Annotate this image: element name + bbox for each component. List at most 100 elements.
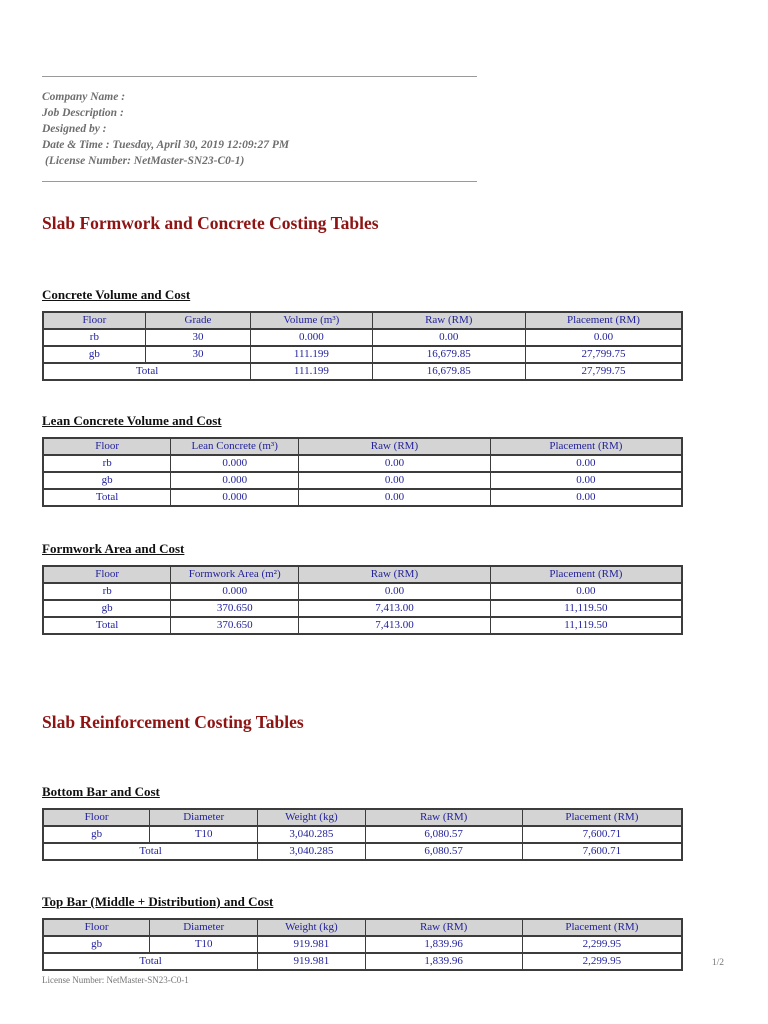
section-title-formwork-concrete: Slab Formwork and Concrete Costing Table… [42,213,379,233]
column-header: Raw (RM) [371,311,526,330]
total-value: 27,799.75 [524,362,683,381]
table-cell: 30 [144,328,252,347]
bottom-bar-cost-table: Floor Diameter Weight (kg) Raw (RM) Placemen… [42,808,683,861]
total-value: 0.000 [170,488,300,507]
table-cell: 370.650 [170,599,300,618]
table-cell: rb [42,454,172,473]
table-row: gb 30 111.199 16,679.85 27,799.75 [42,345,683,364]
column-header: Placement (RM) [524,311,683,330]
table-heading-concrete-volume: Concrete Volume and Cost [42,287,191,302]
total-row: Total 370.650 7,413.00 11,119.50 [42,616,683,635]
formwork-area-cost-table: Floor Formwork Area (m²) Raw (RM) Placement… [42,565,683,635]
table-cell: gb [42,935,151,954]
table-cell: 7,413.00 [298,599,491,618]
table-cell: 0.000 [170,582,300,601]
table-cell: 1,839.96 [364,935,523,954]
table-cell: 2,299.95 [521,935,683,954]
total-value: 16,679.85 [371,362,526,381]
table-cell: gb [42,345,146,364]
company-name-line: Company Name : [42,91,126,103]
top-bar-cost-table: Floor Diameter Weight (kg) Raw (RM) Placemen… [42,918,683,971]
column-header: Raw (RM) [364,918,523,937]
column-header: Diameter [149,808,259,827]
column-header: Formwork Area (m²) [170,565,300,584]
table-row: gb 370.650 7,413.00 11,119.50 [42,599,683,618]
total-row: Total 919.981 1,839.96 2,299.95 [42,952,683,971]
table-cell: 0.000 [170,454,300,473]
header-row: Floor Formwork Area (m²) Raw (RM) Placement… [42,565,683,584]
total-row: Total 111.199 16,679.85 27,799.75 [42,362,683,381]
table-cell: 16,679.85 [371,345,526,364]
table-cell: 0.000 [170,471,300,490]
table-cell: rb [42,328,146,347]
table-cell: 111.199 [250,345,373,364]
table-cell: T10 [149,825,259,844]
concrete-volume-cost-table: Floor Grade Volume (m³) Raw (RM) Placement (… [42,311,683,381]
header-row: Floor Diameter Weight (kg) Raw (RM) Placemen… [42,808,683,827]
total-label: Total [42,842,259,861]
total-label: Total [42,362,252,381]
column-header: Raw (RM) [364,808,523,827]
column-header: Volume (m³) [250,311,373,330]
section-title-reinforcement: Slab Reinforcement Costing Tables [42,712,304,732]
table-cell: 0.00 [489,471,683,490]
table-heading-bottom-bar: Bottom Bar and Cost [42,784,160,799]
table-cell: 11,119.50 [489,599,683,618]
table-heading-lean-concrete: Lean Concrete Volume and Cost [42,413,222,428]
table-cell: gb [42,471,172,490]
column-header: Grade [144,311,252,330]
total-value: 11,119.50 [489,616,683,635]
table-cell: 30 [144,345,252,364]
table-cell: gb [42,599,172,618]
total-value: 3,040.285 [257,842,366,861]
job-description-line: Job Description : [42,107,124,119]
table-row: gb T10 3,040.285 6,080.57 7,600.71 [42,825,683,844]
total-row: Total 0.000 0.00 0.00 [42,488,683,507]
table-cell: 6,080.57 [364,825,523,844]
table-cell: 0.00 [298,582,491,601]
table-row: gb T10 919.981 1,839.96 2,299.95 [42,935,683,954]
column-header: Floor [42,565,172,584]
column-header: Floor [42,437,172,456]
page-number: 1/2 [711,958,724,968]
header-divider-bottom [42,181,477,182]
column-header: Lean Concrete (m³) [170,437,300,456]
column-header: Placement (RM) [521,808,683,827]
column-header: Placement (RM) [489,565,683,584]
total-value: 0.00 [298,488,491,507]
header-divider-top [42,76,477,77]
table-heading-top-bar: Top Bar (Middle + Distribution) and Cost [42,894,274,909]
total-value: 7,413.00 [298,616,491,635]
column-header: Floor [42,311,146,330]
total-label: Total [42,952,259,971]
table-row: gb 0.000 0.00 0.00 [42,471,683,490]
table-cell: 0.00 [298,454,491,473]
total-row: Total 3,040.285 6,080.57 7,600.71 [42,842,683,861]
header-row: Floor Grade Volume (m³) Raw (RM) Placement (… [42,311,683,330]
column-header: Diameter [149,918,259,937]
total-value: 1,839.96 [364,952,523,971]
table-row: rb 30 0.000 0.00 0.00 [42,328,683,347]
table-cell: 0.00 [298,471,491,490]
column-header: Floor [42,808,151,827]
table-cell: 27,799.75 [524,345,683,364]
total-value: 0.00 [489,488,683,507]
total-value: 111.199 [250,362,373,381]
document-info-block: Company Name : Job Description : Designe… [42,89,768,169]
table-cell: T10 [149,935,259,954]
total-value: 919.981 [257,952,366,971]
date-time-line: Date & Time : Tuesday, April 30, 2019 12… [42,139,290,151]
total-label: Total [42,488,172,507]
column-header: Raw (RM) [298,565,491,584]
table-cell: 0.00 [524,328,683,347]
table-cell: 919.981 [257,935,366,954]
column-header: Weight (kg) [257,808,366,827]
table-cell: rb [42,582,172,601]
total-value: 6,080.57 [364,842,523,861]
table-row: rb 0.000 0.00 0.00 [42,454,683,473]
table-cell: 3,040.285 [257,825,366,844]
table-cell: gb [42,825,151,844]
table-cell: 7,600.71 [521,825,683,844]
column-header: Raw (RM) [298,437,491,456]
